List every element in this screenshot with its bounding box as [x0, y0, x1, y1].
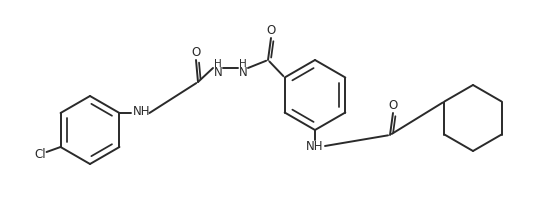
Text: H: H — [239, 59, 247, 69]
Text: N: N — [214, 65, 222, 78]
Text: NH: NH — [133, 104, 150, 117]
Text: Cl: Cl — [35, 149, 47, 162]
Text: O: O — [266, 23, 276, 36]
Text: NH: NH — [306, 139, 324, 152]
Text: O: O — [389, 98, 398, 112]
Text: O: O — [191, 46, 200, 59]
Text: N: N — [239, 65, 248, 78]
Text: H: H — [214, 59, 222, 69]
